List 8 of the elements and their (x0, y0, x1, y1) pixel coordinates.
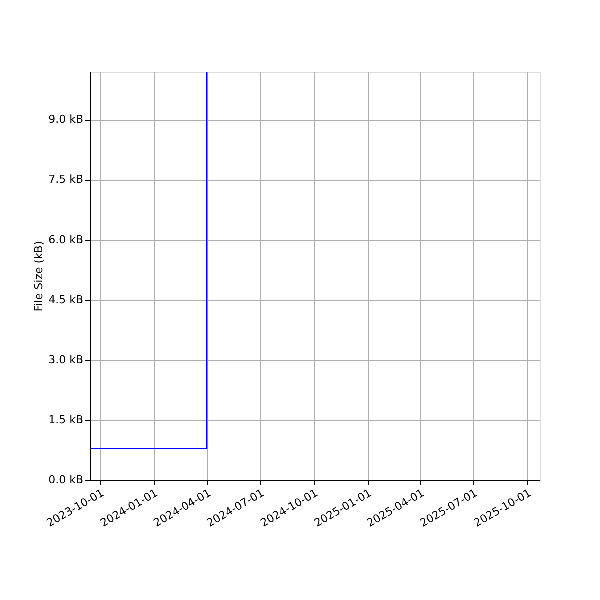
y-tick-label: 7.5 kB (48, 173, 84, 186)
y-tick-label: 3.0 kB (48, 353, 84, 366)
y-tick-label: 1.5 kB (48, 413, 84, 426)
y-tick-label: 6.0 kB (48, 233, 84, 246)
y-tick-label: 9.0 kB (48, 113, 84, 126)
y-axis-title: File Size (kB) (32, 241, 46, 312)
y-tick-label: 4.5 kB (48, 293, 84, 306)
y-tick-label: 0.0 kB (48, 474, 84, 486)
